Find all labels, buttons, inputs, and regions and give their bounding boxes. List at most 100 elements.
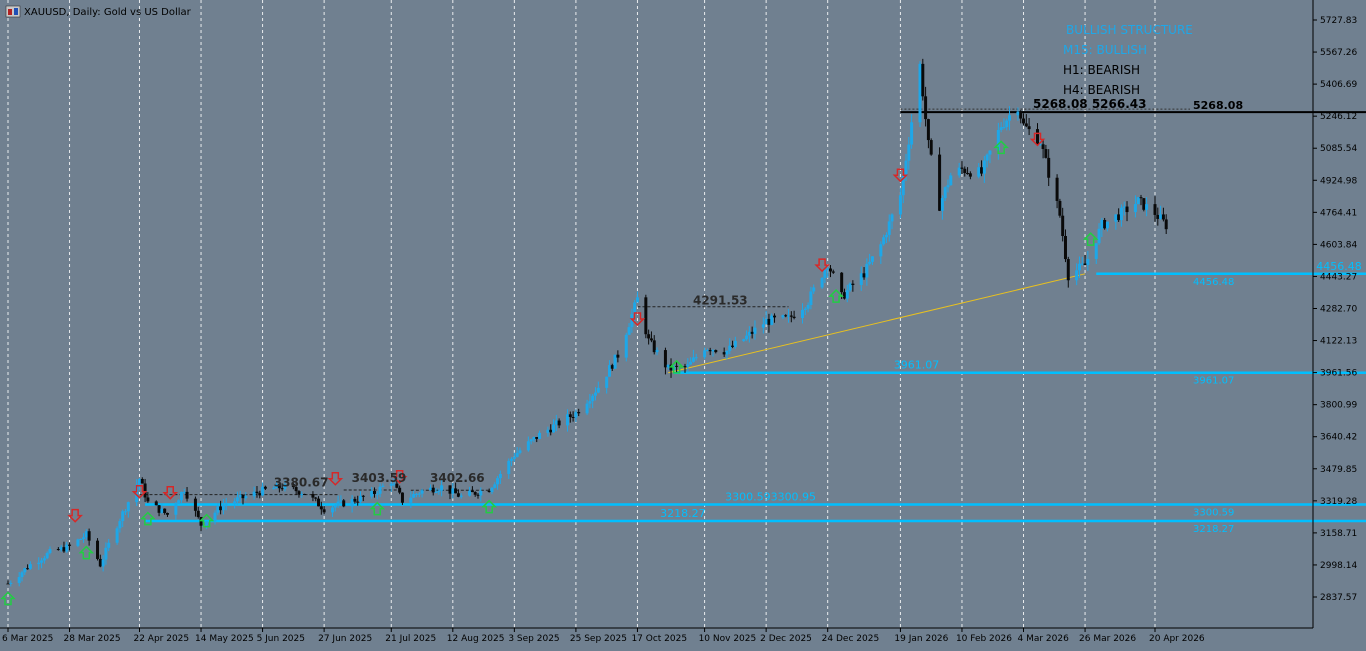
bear-candle [669,358,673,378]
bull-candle [781,314,785,320]
sell-arrow-icon [131,484,148,499]
sell-arrow-icon [391,469,408,484]
bear-candle [568,411,572,423]
bull-candle [518,447,522,455]
bull-candle [20,570,24,582]
bull-candle [999,122,1003,133]
bull-candle [370,487,374,499]
bull-candle [137,478,141,491]
bear-candle [616,350,620,363]
bear-candle [280,483,284,491]
price-tick-label: 5406.69 [1320,80,1357,90]
bear-candle [297,490,301,498]
time-tick-label: 27 Jun 2025 [318,634,372,644]
bull-candle [764,311,768,325]
bull-candle [591,393,595,409]
bull-candle [515,446,519,458]
bull-candle [988,150,992,164]
bull-candle [496,476,500,490]
price-tick-label: 3158.71 [1320,529,1357,539]
bull-candle [333,504,337,512]
bull-candle [554,414,558,432]
bull-candle [977,163,981,179]
bear-candle [610,363,614,371]
bull-candle [221,498,225,515]
bear-candle [1022,113,1026,126]
bear-candle [731,340,735,349]
bull-candle [770,313,774,326]
trendline[interactable] [668,273,1086,374]
bear-candle [219,500,223,515]
bull-candle [331,506,335,517]
bull-candle [806,302,810,313]
time-tick-label: 14 May 2025 [195,634,254,644]
bull-candle [753,320,757,340]
bull-candle [417,492,421,498]
bear-candle [487,488,491,493]
bull-candle [957,162,961,178]
bull-candle [283,480,287,492]
bull-candle [865,258,869,286]
price-tick-label: 4924.98 [1320,176,1357,186]
bull-candle [803,307,807,316]
swing-high-label: 4291.53 [693,294,748,308]
bull-candle [205,520,209,530]
bull-candle [65,541,69,553]
bear-candle [476,493,480,499]
grid-layer [7,0,1156,628]
bull-candle [1097,223,1101,245]
bull-candle [160,503,164,514]
bear-candle [163,508,167,515]
bear-candle [792,310,796,320]
bull-candle [123,509,127,516]
bear-candle [140,477,144,484]
bull-candle [705,348,709,352]
bear-candle [767,313,771,333]
bull-candle [59,545,63,552]
bull-candle [115,526,119,545]
bear-candle [372,487,376,498]
bear-candle [644,294,648,339]
bull-candle [627,323,631,336]
chart-window-icon [5,5,21,18]
bull-candle [848,282,852,292]
price-tick-label: 3800.99 [1320,401,1357,411]
bull-candle [420,488,424,498]
bull-candle [428,484,432,491]
bull-candle [358,491,362,504]
bull-candle [437,488,441,495]
bear-candle [294,481,298,495]
bear-candle [26,564,30,570]
bear-candle [862,267,866,280]
bear-candle [1055,174,1059,209]
bull-candle [1145,197,1149,217]
bear-candle [454,482,458,494]
bull-candle [887,214,891,242]
bull-candle [596,381,600,394]
bear-candle [319,501,323,515]
bear-candle [314,496,318,502]
bull-candle [42,555,46,564]
bear-candle [649,331,653,343]
bear-candle [1164,214,1168,235]
bull-candle [1005,118,1009,131]
sell-arrow-icon [892,168,909,183]
time-tick-label: 3 Sep 2025 [508,634,559,644]
bull-candle [725,350,729,360]
bull-candle [101,555,105,572]
level-labels-layer: 5268.08 5266.43 5268.08 4456.48 4456.48 3961… [274,97,1362,535]
bull-candle [859,266,863,291]
level-price-tag: 3218.27 [1193,524,1234,535]
bear-candle [317,496,321,507]
bear-candle [773,313,777,323]
buy-arrow-icon [1082,232,1099,246]
time-tick-label: 25 Sep 2025 [570,634,627,644]
bull-candle [275,480,279,489]
price-tick-label: 4603.84 [1320,240,1357,250]
bull-candle [104,542,108,565]
bull-candle [182,488,186,495]
bear-candle [431,484,435,496]
